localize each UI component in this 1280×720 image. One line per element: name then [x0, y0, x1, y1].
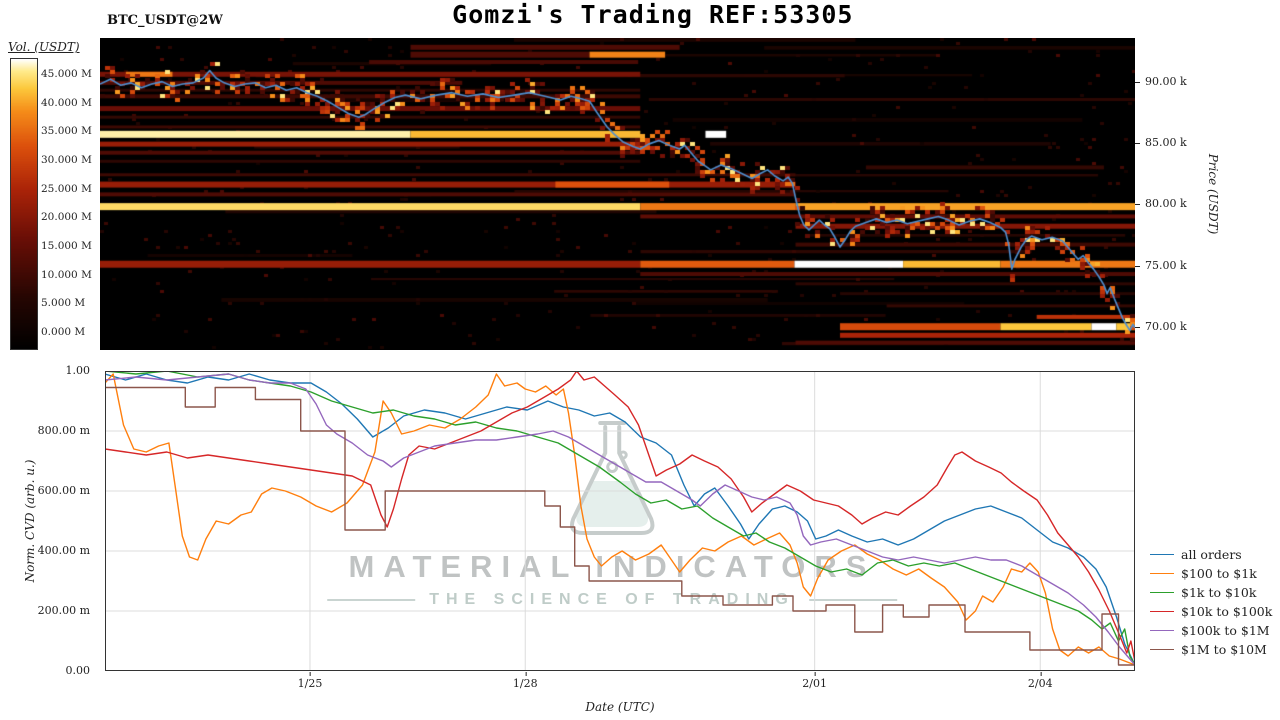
colorbar-tick: 0.000 M	[41, 326, 86, 338]
colorbar-tick: 35.000 M	[41, 125, 92, 138]
price-axis-ticks: 90.00 k 85.00 k 80.00 k 75.00 k 70.00 k	[1135, 38, 1215, 350]
legend-swatch	[1150, 592, 1174, 593]
cvd-axis-label: Norm. CVD (arb. u.)	[23, 459, 37, 583]
colorbar-tick: 25.000 M	[41, 182, 92, 195]
colorbar-tick: 5.000 M	[41, 297, 86, 310]
cvd-y-ticks: 1.00 800.00 m 600.00 m 400.00 m 200.00 m 0.00	[0, 364, 100, 677]
date-tick: 1/28	[512, 672, 538, 690]
price-tick-label: 90.00 k	[1145, 74, 1187, 88]
legend: all orders $100 to $1k $1k to $10k $10k to …	[1150, 545, 1272, 659]
legend-item: all orders	[1150, 545, 1272, 564]
date-tick: 1/25	[297, 672, 323, 690]
series-line-3	[105, 371, 1135, 663]
legend-swatch	[1150, 554, 1174, 555]
price-tick: 70.00 k	[1135, 320, 1187, 333]
date-tick: 2/04	[1027, 672, 1053, 690]
series-line-2	[105, 371, 1135, 666]
colorbar-tick: 40.000 M	[41, 96, 92, 109]
series-line-4	[105, 373, 1135, 666]
price-tick: 85.00 k	[1135, 136, 1187, 149]
legend-item: $100 to $1k	[1150, 564, 1272, 583]
cvd-y-tick: 200.00 m	[37, 604, 90, 617]
legend-item: $10k to $100k	[1150, 602, 1272, 621]
legend-swatch	[1150, 649, 1174, 650]
colorbar-tick: 20.000 M	[41, 211, 92, 224]
tick-mark	[1135, 326, 1140, 328]
legend-label: $1M to $10M	[1181, 642, 1267, 657]
cvd-y-tick: 1.00	[65, 364, 91, 377]
series-line-5	[105, 386, 1135, 666]
figure-title: Gomzi's Trading REF:53305	[452, 0, 854, 29]
price-tick-label: 75.00 k	[1145, 258, 1187, 272]
series-line-1	[105, 373, 1135, 666]
price-tick-label: 70.00 k	[1145, 319, 1187, 333]
cvd-x-ticks: 1/25 1/28 2/01 2/04	[105, 672, 1135, 693]
legend-swatch	[1150, 573, 1174, 574]
cvd-y-tick: 800.00 m	[37, 424, 90, 437]
colorbar-label: Vol. (USDT)	[8, 40, 80, 54]
cvd-y-tick: 400.00 m	[37, 544, 90, 557]
date-axis-label: Date (UTC)	[585, 700, 655, 714]
cvd-y-tick: 0.00	[65, 664, 91, 677]
tick-mark	[1135, 81, 1140, 83]
colorbar-tick: 15.000 M	[41, 240, 92, 252]
symbol-label: BTC_USDT@2W	[107, 13, 223, 28]
liquidity-heatmap	[100, 38, 1135, 350]
legend-label: $100 to $1k	[1181, 566, 1257, 581]
legend-swatch	[1150, 611, 1174, 612]
cvd-chart	[105, 371, 1135, 671]
legend-item: $1k to $10k	[1150, 583, 1272, 602]
price-tick: 75.00 k	[1135, 259, 1187, 272]
price-tick-label: 85.00 k	[1145, 136, 1187, 150]
price-axis-label: Price (USDT)	[1206, 153, 1220, 235]
price-tick: 90.00 k	[1135, 75, 1187, 88]
series-line-0	[105, 373, 1135, 666]
plot-border	[105, 371, 1135, 671]
tick-mark	[1135, 265, 1140, 267]
date-tick: 2/01	[802, 672, 828, 690]
volume-colorbar	[10, 58, 38, 350]
legend-label: all orders	[1181, 547, 1242, 562]
legend-label: $1k to $10k	[1181, 585, 1257, 600]
price-tick: 80.00 k	[1135, 197, 1187, 210]
legend-label: $100k to $1M	[1181, 623, 1270, 638]
legend-label: $10k to $100k	[1181, 604, 1273, 619]
colorbar-ticks: 45.000 M 40.000 M 35.000 M 30.000 M 25.000 M…	[41, 58, 113, 350]
legend-item: $1M to $10M	[1150, 640, 1272, 659]
colorbar-tick: 45.000 M	[41, 68, 92, 80]
price-tick-label: 80.00 k	[1145, 197, 1187, 211]
tick-mark	[1135, 204, 1140, 206]
legend-swatch	[1150, 630, 1174, 631]
colorbar-tick: 10.000 M	[41, 268, 92, 281]
colorbar-tick: 30.000 M	[41, 154, 92, 166]
legend-item: $100k to $1M	[1150, 621, 1272, 640]
cvd-y-tick: 600.00 m	[37, 484, 90, 497]
tick-mark	[1135, 143, 1140, 145]
